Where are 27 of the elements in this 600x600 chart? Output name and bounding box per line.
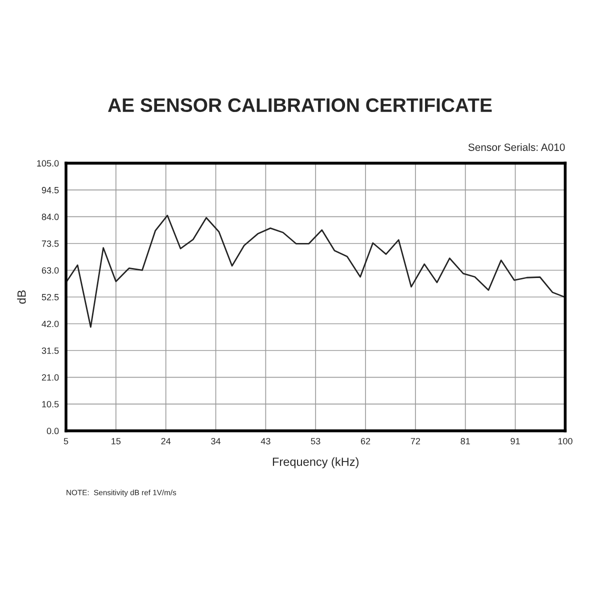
- x-tick-label: 15: [112, 438, 121, 444]
- x-tick-label: 53: [310, 438, 320, 444]
- x-tick-label: 81: [460, 438, 470, 444]
- y-tick-label: 10.5: [42, 401, 59, 408]
- x-axis-title: Frequency (kHz): [272, 457, 358, 468]
- y-tick-label: 73.5: [42, 240, 59, 247]
- y-tick-label: 21.0: [42, 374, 59, 381]
- y-tick-label: 52.5: [42, 294, 59, 300]
- x-tick-label: 72: [410, 438, 420, 444]
- y-tick-label: 31.5: [42, 347, 59, 354]
- y-tick-label: 105.0: [37, 160, 59, 167]
- text: Sensor Serials: A010: [468, 143, 565, 151]
- x-tick-label: 24: [161, 438, 171, 444]
- x-tick-label: 43: [260, 438, 270, 444]
- y-tick-label: 42.0: [42, 320, 59, 328]
- x-tick-label: 100: [558, 438, 572, 444]
- x-tick-label: 91: [510, 438, 520, 444]
- y-tick-label: 94.5: [42, 186, 59, 194]
- y-tick-label: 84.0: [42, 214, 59, 220]
- y-axis-title: dB: [17, 290, 26, 304]
- line-series: [66, 214, 566, 328]
- x-tick-label: 62: [360, 438, 370, 444]
- x-tick-label: 5: [64, 438, 68, 444]
- y-tick-label: 63.0: [42, 267, 59, 274]
- y-tick-label: 0.0: [46, 428, 59, 434]
- x-tick-label: 34: [211, 438, 221, 444]
- chart-title: AE SENSOR CALIBRATION CERTIFICATE: [108, 98, 492, 112]
